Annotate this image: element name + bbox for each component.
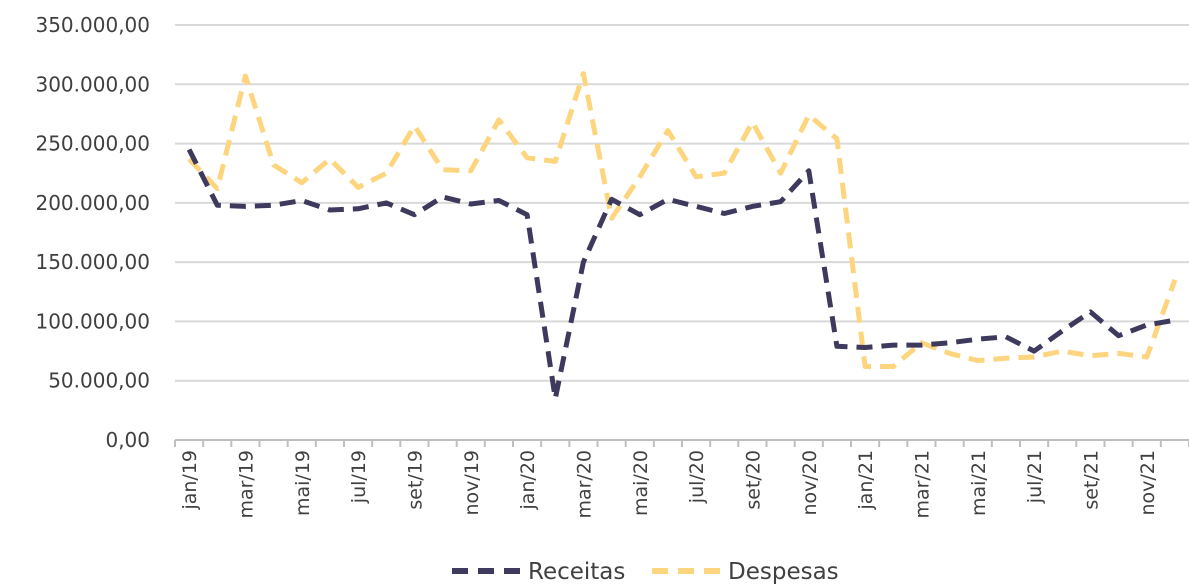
x-tick-label: mar/20 <box>573 450 595 519</box>
y-tick-label: 100.000,00 <box>35 309 150 333</box>
gridlines <box>175 24 1189 382</box>
x-tick-label: nov/20 <box>799 450 821 516</box>
x-tick-label: jul/21 <box>1024 450 1046 504</box>
x-tick-label: set/21 <box>1080 450 1102 510</box>
x-tick-label: jan/21 <box>855 450 877 511</box>
y-tick-label: 350.000,00 <box>35 13 150 37</box>
x-tick-label: mai/20 <box>630 450 652 516</box>
data-series <box>186 71 1178 401</box>
legend-label-despesas: Despesas <box>728 559 839 585</box>
x-axis <box>174 439 1189 447</box>
x-tick-label: mar/21 <box>911 450 933 519</box>
x-tick-label: jan/20 <box>517 450 539 511</box>
y-tick-label: 150.000,00 <box>35 250 150 274</box>
x-tick-label: jul/19 <box>348 450 370 504</box>
series-line-despesas <box>187 71 1178 369</box>
legend-label-receitas: Receitas <box>528 559 625 585</box>
legend: Receitas Despesas <box>452 559 839 585</box>
y-tick-label: 250.000,00 <box>35 132 150 156</box>
y-axis-tick-labels: 0,00 50.000,00 100.000,00 150.000,00 200.000… <box>35 13 150 452</box>
x-tick-label: mar/19 <box>235 450 257 519</box>
x-tick-label: nov/21 <box>1137 450 1159 516</box>
series-line-receitas <box>186 148 1176 401</box>
x-tick-label: jul/20 <box>686 450 708 504</box>
x-tick-label: set/19 <box>404 450 426 510</box>
x-tick-label: jan/19 <box>179 450 201 511</box>
x-tick-label: mai/19 <box>292 450 314 516</box>
x-tick-label: mai/21 <box>968 450 990 516</box>
x-tick-label: nov/19 <box>461 450 483 516</box>
y-tick-label: 200.000,00 <box>35 191 150 215</box>
x-axis-tick-labels: jan/19 mar/19 mai/19 jul/19 set/19 nov/19 jan/… <box>179 450 1159 519</box>
x-tick-label: set/20 <box>742 450 764 510</box>
y-tick-label: 300.000,00 <box>35 72 150 96</box>
y-tick-label: 50.000,00 <box>48 369 150 393</box>
y-tick-label: 0,00 <box>105 428 150 452</box>
